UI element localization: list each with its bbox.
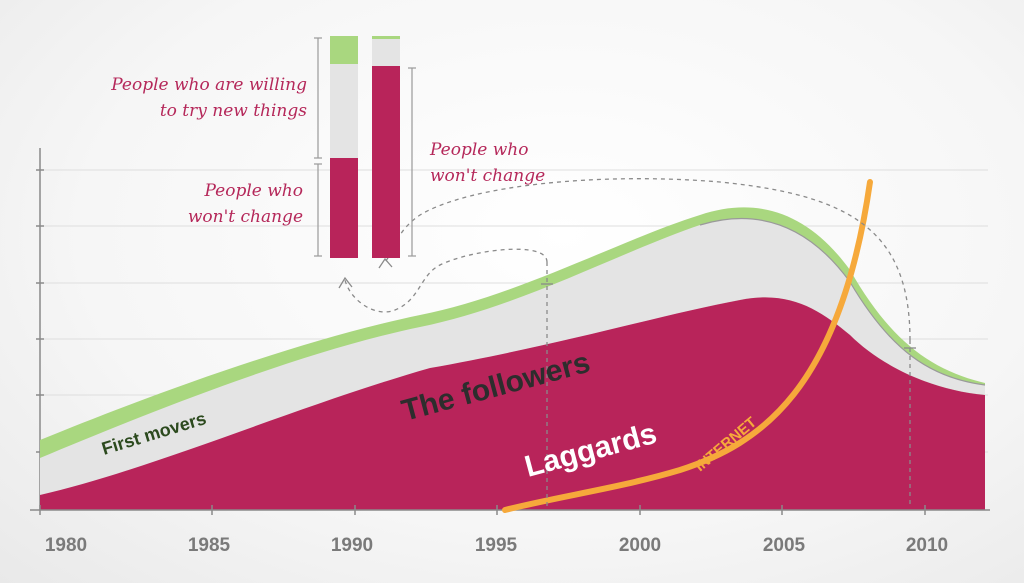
- series-followers-area: [40, 218, 985, 496]
- annotation-wont-change-left: People who won't change: [188, 181, 303, 227]
- annotation-wont-change-left-line-2: won't change: [188, 207, 303, 227]
- x-tick-label: 2005: [763, 535, 806, 556]
- annotation-wont-change-right: People who won't change: [429, 140, 545, 186]
- inset-bar-1997-first-movers: [330, 36, 358, 64]
- x-tick-labels: 1980 1985 1990 1995 2000 2005 2010: [45, 535, 948, 556]
- inset-bar-2010-first-movers: [372, 36, 400, 39]
- callout-arrowhead-left: [338, 276, 353, 289]
- x-axis-ticks: [39, 505, 926, 515]
- inset-bar-1997-laggards: [330, 158, 358, 258]
- annotation-willing-line-1: People who are willing: [110, 75, 307, 95]
- callout-path-2010: [384, 178, 911, 341]
- inset-bar-2010-followers: [372, 39, 400, 66]
- reference-lines: [344, 178, 911, 508]
- x-tick-label: 1985: [188, 535, 231, 556]
- inset-bar-2010: [372, 36, 400, 258]
- annotation-wont-change-right-line-1: People who: [429, 140, 529, 160]
- callout-arrowhead-right: [378, 257, 393, 269]
- annotation-wont-change-right-line-2: won't change: [430, 166, 545, 186]
- inset-bar-1997: [330, 36, 358, 258]
- internet-trend-line: [502, 179, 873, 513]
- annotation-willing: People who are willing to try new things: [110, 75, 307, 121]
- series-laggards-area: [40, 297, 985, 510]
- x-tick-label: 1980: [45, 535, 87, 556]
- inset-bar-1997-followers: [330, 64, 358, 158]
- annotation-wont-change-left-line-1: People who: [204, 181, 304, 201]
- inset-brackets: [314, 37, 416, 257]
- x-tick-label: 1995: [475, 535, 518, 556]
- annotation-willing-line-2: to try new things: [160, 101, 307, 121]
- inset-bar-2010-laggards: [372, 66, 400, 258]
- x-tick-label: 1990: [331, 535, 373, 556]
- x-tick-label: 2000: [619, 535, 661, 556]
- x-tick-label: 2010: [906, 535, 948, 556]
